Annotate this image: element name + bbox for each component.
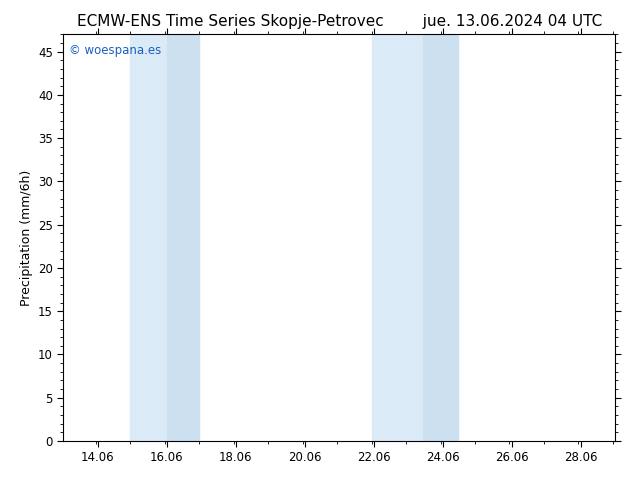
- Bar: [372, 34, 424, 441]
- Bar: [130, 34, 167, 441]
- Bar: [167, 34, 199, 441]
- Y-axis label: Precipitation (mm/6h): Precipitation (mm/6h): [20, 170, 32, 306]
- Bar: [424, 34, 458, 441]
- Text: © woespana.es: © woespana.es: [69, 45, 161, 57]
- Title: ECMW-ENS Time Series Skopje-Petrovec        jue. 13.06.2024 04 UTC: ECMW-ENS Time Series Skopje-Petrovec jue…: [77, 14, 602, 29]
